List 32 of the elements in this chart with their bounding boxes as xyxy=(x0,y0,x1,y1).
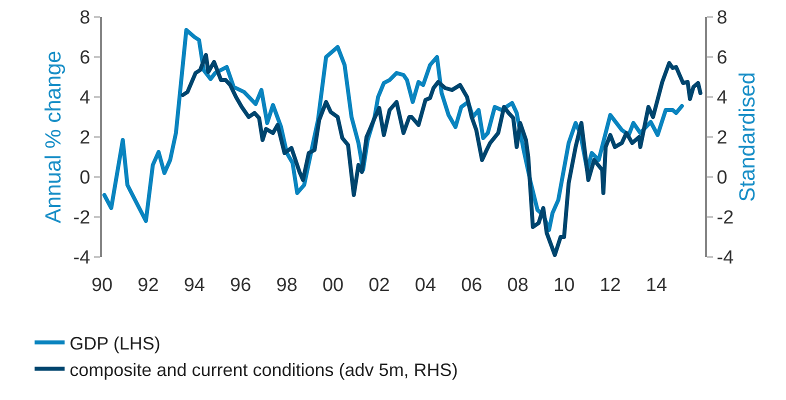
y-tick-label: 6 xyxy=(80,48,90,69)
legend-label: composite and current conditions (adv 5m, RHS) xyxy=(70,360,458,380)
x-tick-label: 14 xyxy=(646,275,668,296)
y2-tick-label: 0 xyxy=(716,168,728,189)
y-tick-label: 4 xyxy=(80,88,91,109)
y-tick-label: 2 xyxy=(80,128,90,149)
y2-tick-label: 8 xyxy=(716,8,728,29)
y2-tick-label: 2 xyxy=(716,128,728,149)
y-tick-label: -2 xyxy=(73,208,90,229)
line-series xyxy=(180,53,702,257)
y2-tick-label: -4 xyxy=(716,248,734,269)
x-tick-label: 12 xyxy=(600,275,621,296)
x-tick-label: 92 xyxy=(138,275,159,296)
x-tick-label: 08 xyxy=(507,275,528,296)
y2-tick-label: -2 xyxy=(716,208,734,229)
y-axis-title: Annual % change xyxy=(40,50,66,224)
y2-axis-title: Standardised xyxy=(734,72,760,202)
legend-label: GDP (LHS) xyxy=(70,333,160,354)
x-tick-label: 04 xyxy=(414,275,436,296)
x-tick-label: 96 xyxy=(230,275,252,296)
x-tick-label: 98 xyxy=(276,275,298,296)
y-tick-label: -4 xyxy=(73,248,91,269)
x-tick-label: 94 xyxy=(184,275,206,296)
x-tick-label: 90 xyxy=(91,275,113,296)
y2-tick-label: 4 xyxy=(716,88,728,109)
y2-tick-label: 6 xyxy=(716,48,728,69)
y-tick-label: 0 xyxy=(80,168,90,189)
y-tick-label: 8 xyxy=(80,8,90,29)
x-tick-label: 10 xyxy=(554,275,575,296)
x-tick-label: 02 xyxy=(368,275,390,296)
x-tick-label: 06 xyxy=(461,275,482,296)
x-tick-label: 00 xyxy=(322,275,344,296)
